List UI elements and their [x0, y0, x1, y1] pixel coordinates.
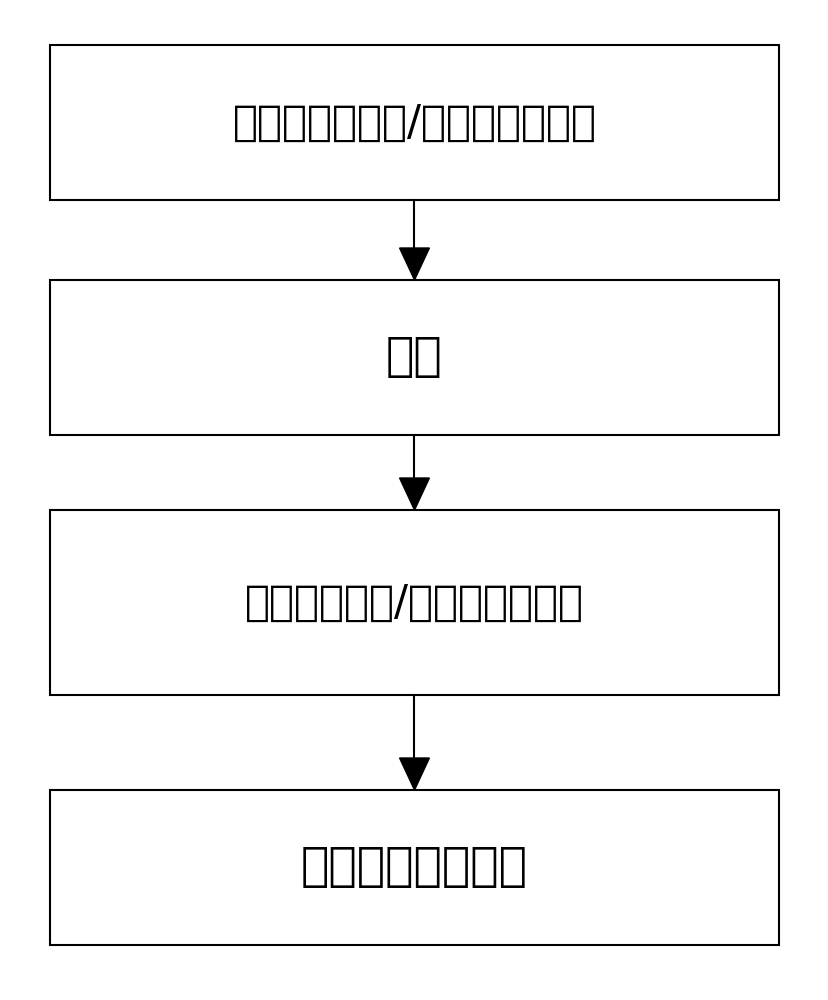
Bar — [50, 510, 778, 695]
Text: 放电等离子体烧结: 放电等离子体烧结 — [301, 845, 527, 890]
Text: 合成碳纳米管/硼化铪复合粉末: 合成碳纳米管/硼化铪复合粉末 — [245, 582, 583, 624]
Text: 还原: 还原 — [386, 335, 442, 380]
Bar — [50, 45, 778, 200]
Polygon shape — [399, 478, 429, 510]
Polygon shape — [399, 758, 429, 790]
Text: 制备金属氧化物/硼化铪复合材料: 制备金属氧化物/硼化铪复合材料 — [232, 102, 596, 143]
Bar — [50, 790, 778, 945]
Polygon shape — [399, 248, 429, 280]
Bar — [50, 280, 778, 435]
